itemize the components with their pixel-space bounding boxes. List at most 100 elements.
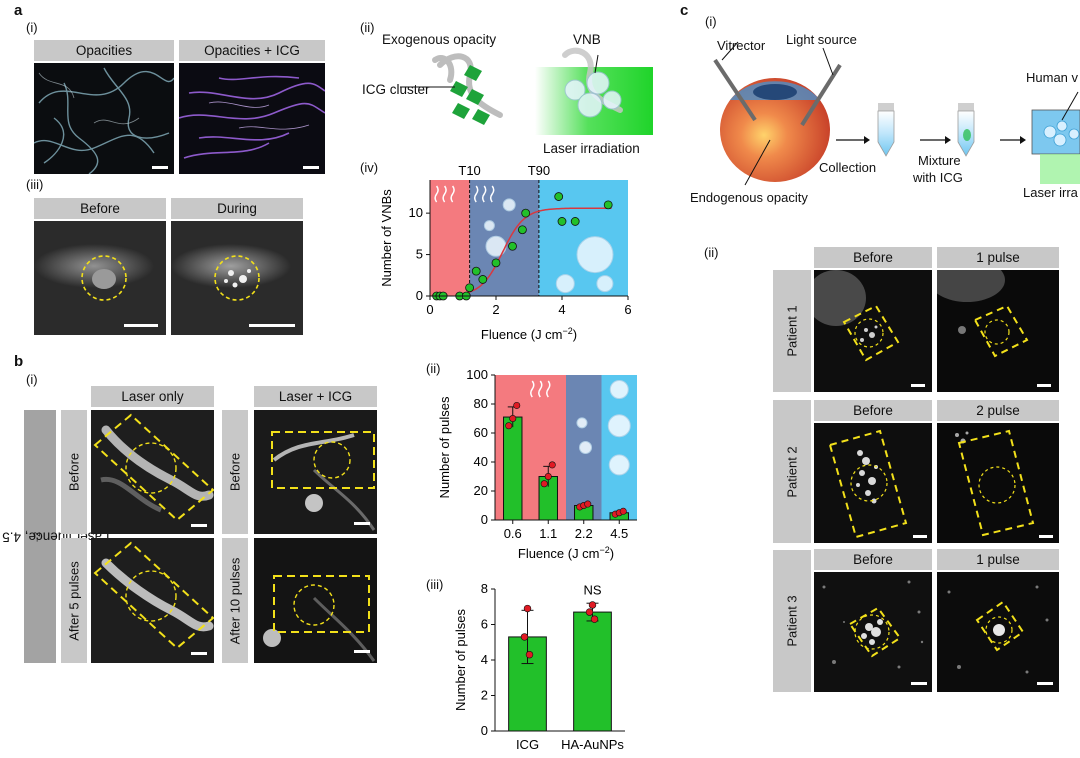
header-p2-after: 2 pulse <box>937 400 1059 421</box>
header-p3-after: 1 pulse <box>937 549 1059 570</box>
header-opacities: Opacities <box>34 40 174 61</box>
panel-a-ii-label: (ii) <box>360 20 375 35</box>
bubble-icon <box>596 275 614 293</box>
patient-2-label: Patient 2 <box>773 400 811 543</box>
micrograph-during-a <box>171 221 303 335</box>
micrograph-p2-before <box>814 423 932 543</box>
mixture-tube <box>957 103 975 157</box>
heat-wave-icon <box>530 380 535 398</box>
replicate-point <box>619 507 627 515</box>
patient-3-label: Patient 3 <box>773 550 811 692</box>
y-tick-label: 0 <box>481 723 488 738</box>
header-laser-icg: Laser + ICG <box>254 386 377 407</box>
heat-wave-icon <box>538 380 543 398</box>
y-axis-label: Number of VNBs <box>379 189 394 287</box>
replicate-point <box>525 650 534 659</box>
y-axis-label: Number of pulses <box>437 396 452 498</box>
heat-wave-icon <box>546 380 551 398</box>
y-tick-label: 2 <box>481 688 488 703</box>
y-tick-label: 6 <box>481 617 488 632</box>
panel-b-i-label: (i) <box>26 372 38 387</box>
label-human-vitreous: Human v <box>1026 70 1079 85</box>
panel-a-iii-label: (iii) <box>26 177 44 192</box>
side-label-laser-fluence: Laser fluence, 4.5 J cm−2 <box>0 410 110 663</box>
x-tick-label: 0 <box>426 302 433 317</box>
pulses-fluence-bar-chart: 0.6 1.1 2.2 4.5 0 20 40 60 80 100 Number of pulses… <box>437 367 637 561</box>
header-laser-only: Laser only <box>91 386 214 407</box>
label-vitrector: Vitrector <box>717 38 766 53</box>
label-vnb: VNB <box>573 32 601 47</box>
y-tick-label: 10 <box>409 205 423 220</box>
panel-c-letter: c <box>680 2 689 19</box>
label-collection: Collection <box>819 160 877 175</box>
data-point <box>491 258 501 268</box>
bubble-icon <box>555 274 575 294</box>
micrograph-p1-after <box>937 270 1059 392</box>
micrograph-before-a <box>34 221 166 335</box>
x-tick-label: 2 <box>492 302 499 317</box>
micrograph-p1-before <box>814 270 932 392</box>
replicate-point <box>523 604 532 613</box>
y-tick-label: 60 <box>474 425 488 440</box>
bubble-icon <box>576 236 614 274</box>
panel-c-ii-label: (ii) <box>704 245 719 260</box>
bubble-icon <box>579 441 593 454</box>
micrograph-opacities-icg <box>179 63 325 174</box>
bubble-icon <box>485 235 507 257</box>
replicate-point <box>548 461 556 469</box>
bubble-icon <box>607 414 631 438</box>
label-mixture-1: Mixture <box>918 153 961 168</box>
data-point <box>465 283 474 293</box>
bubble-icon <box>609 380 629 399</box>
heat-wave-icon <box>434 185 439 203</box>
panel-b-iii-label: (iii) <box>426 577 444 592</box>
vnb-scatter-chart: T10 T90 0 2 4 6 0 5 10 Number of VNBs Fluence (J c… <box>379 163 632 342</box>
data-point <box>554 192 564 201</box>
label-mixture-2: with ICG <box>913 170 963 185</box>
heat-wave-icon <box>442 185 447 203</box>
label-exogenous-opacity: Exogenous opacity <box>382 32 497 47</box>
panel-b-letter: b <box>14 353 24 370</box>
label-light-source: Light source <box>786 32 857 47</box>
heat-wave-icon <box>473 185 479 203</box>
data-point <box>603 200 613 210</box>
header-p2-before: Before <box>814 400 932 421</box>
x-tick-label: 4.5 <box>610 526 628 541</box>
label-laser-irradiation-c: Laser irra <box>1023 185 1078 200</box>
panel-c-i-label: (i) <box>705 14 717 29</box>
x-tick-label: 6 <box>624 302 631 317</box>
data-point <box>517 225 527 235</box>
x-axis-label: Fluence (J cm−2) <box>518 545 614 561</box>
micrograph-laser-icg-after <box>254 538 377 663</box>
y-tick-label: 8 <box>481 581 488 596</box>
vitrectomy-workflow-diagram <box>713 41 1080 186</box>
zone-0 <box>430 180 470 296</box>
data-point <box>521 208 531 218</box>
y-tick-label: 80 <box>474 396 488 411</box>
bubble-icon <box>502 198 516 212</box>
label-laser-irradiation: Laser irradiation <box>543 141 640 156</box>
micrograph-laser-only-before <box>91 410 214 534</box>
fit-curve <box>456 207 612 296</box>
threshold-label: T10 <box>458 163 480 178</box>
header-p1-before: Before <box>814 247 932 268</box>
heat-wave-icon <box>489 185 495 203</box>
y-axis-label: Number of pulses <box>453 609 468 711</box>
micrograph-p3-after <box>937 572 1059 692</box>
y-tick-label: 40 <box>474 454 488 469</box>
label-icg-cluster: ICG cluster <box>362 82 430 97</box>
micrograph-p2-after <box>937 423 1059 543</box>
zone-2 <box>601 375 637 520</box>
replicate-point <box>590 615 599 623</box>
data-point <box>471 266 481 276</box>
replicate-point <box>585 608 594 616</box>
replicate-point <box>540 480 548 488</box>
data-point <box>478 275 488 284</box>
x-axis-label: Fluence (J cm−2) <box>481 326 577 342</box>
header-opacities-icg: Opacities + ICG <box>179 40 325 61</box>
y-tick-label: 100 <box>466 367 488 382</box>
data-point <box>557 217 567 226</box>
icg-vnb-schematic <box>400 47 653 135</box>
header-before-a: Before <box>34 198 166 219</box>
data-point <box>508 241 517 251</box>
